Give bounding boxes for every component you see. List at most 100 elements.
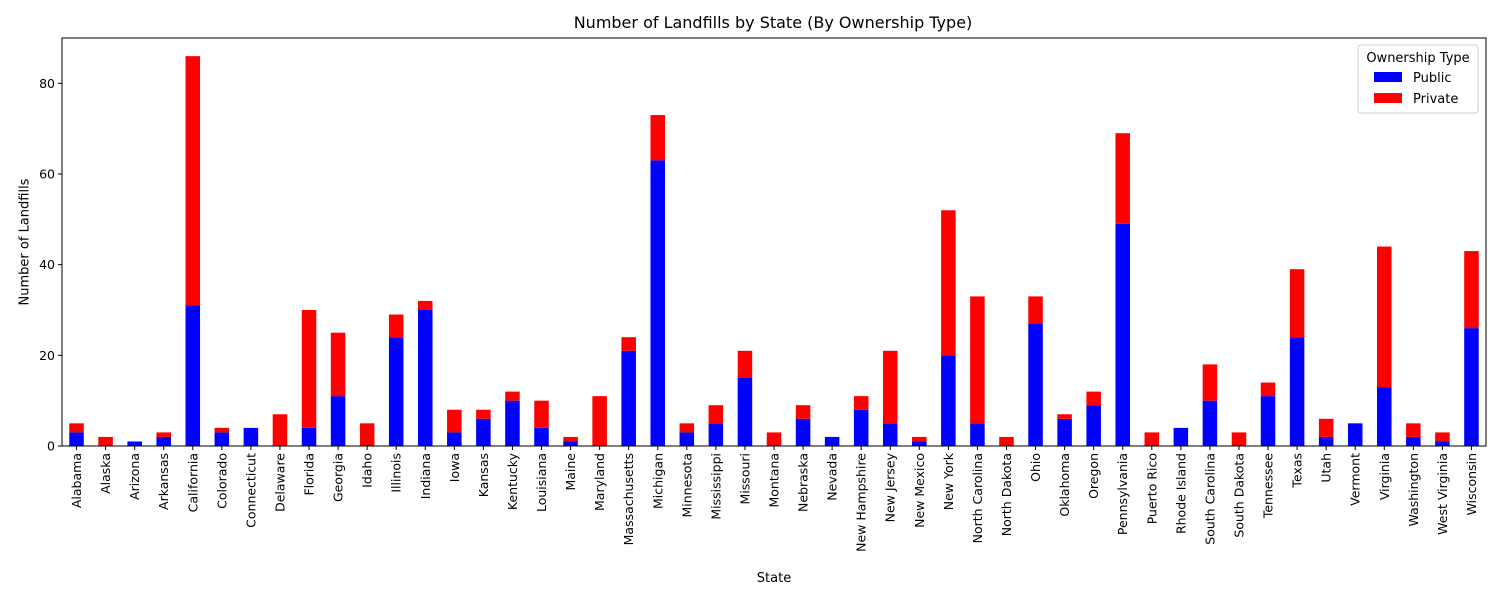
bar-private-texas (1289, 269, 1305, 338)
x-tick-label: Alaska (98, 453, 113, 494)
x-tick-label: Oregon (1086, 453, 1101, 499)
bar-public-new-york (941, 355, 956, 446)
x-tick-label: California (185, 453, 200, 512)
x-tick-label: Connecticut (243, 453, 258, 528)
bar-public-massachusetts (621, 350, 636, 446)
bars-group (69, 56, 1479, 446)
y-tick-label: 40 (39, 257, 55, 272)
bar-private-kentucky (505, 391, 520, 401)
plot-frame (61, 37, 1487, 447)
bar-public-georgia (330, 396, 346, 446)
bar-public-michigan (650, 160, 666, 446)
bar-private-oklahoma (1057, 414, 1072, 419)
y-tick-label: 0 (47, 439, 55, 454)
bar-private-pennsylvania (1115, 133, 1130, 224)
bar-private-missouri (737, 350, 753, 378)
bar-public-oregon (1086, 405, 1101, 446)
bar-public-indiana (418, 310, 433, 446)
chart-title: Number of Landfills by State (By Ownersh… (574, 13, 973, 32)
bar-public-kansas (476, 418, 491, 446)
bar-public-new-jersey (882, 423, 898, 446)
bar-public-oklahoma (1057, 418, 1072, 446)
x-tick-label: Massachusetts (621, 453, 636, 545)
bar-private-florida (301, 310, 317, 428)
bar-public-rhode-island (1173, 427, 1189, 446)
bar-public-north-carolina (970, 423, 985, 446)
x-tick-label: Kansas (476, 453, 491, 497)
x-tick-label: Colorado (214, 453, 229, 509)
bar-public-nebraska (795, 418, 811, 446)
bar-public-south-carolina (1202, 400, 1218, 446)
bar-private-new-jersey (882, 350, 898, 424)
x-tick-label: Iowa (447, 453, 462, 482)
bar-private-south-carolina (1202, 364, 1218, 401)
bar-private-illinois (388, 314, 404, 338)
bar-public-colorado (214, 432, 230, 446)
bar-private-washington (1406, 423, 1421, 437)
bar-private-oregon (1086, 391, 1101, 406)
bar-private-michigan (650, 115, 666, 161)
legend-label-public: Public (1413, 71, 1451, 86)
x-tick-label: Arizona (127, 453, 142, 500)
x-tick-label: South Carolina (1202, 453, 1217, 545)
bar-private-ohio (1028, 296, 1043, 324)
bar-private-new-hampshire (853, 396, 869, 410)
x-tick-label: West Virginia (1435, 453, 1450, 535)
x-tick-label: Michigan (650, 453, 665, 509)
bar-private-montana (766, 432, 782, 446)
y-tick-label: 80 (39, 76, 55, 91)
x-tick-label: Kentucky (505, 452, 520, 510)
bar-public-new-mexico (912, 441, 927, 446)
x-tick-label: Texas (1290, 453, 1305, 489)
y-axis-label: Number of Landfills (18, 178, 33, 305)
x-tick-label: South Dakota (1231, 453, 1246, 538)
bar-private-new-mexico (912, 436, 927, 442)
bar-private-iowa (447, 409, 462, 433)
bar-public-tennessee (1260, 396, 1276, 446)
x-tick-label: Alabama (69, 453, 84, 508)
bar-public-maine (563, 441, 578, 446)
x-tick-label: Mississippi (708, 453, 723, 520)
bar-public-missouri (737, 378, 753, 446)
bar-public-alabama (69, 432, 84, 446)
x-tick-label: North Carolina (970, 453, 985, 543)
x-tick-label: North Dakota (999, 453, 1014, 536)
x-tick-label: Maryland (592, 453, 607, 511)
x-tick-label: New Jersey (883, 452, 898, 522)
x-tick-label: Ohio (1028, 453, 1043, 482)
bar-private-maryland (592, 396, 607, 446)
bar-private-massachusetts (621, 337, 636, 351)
bar-public-pennsylvania (1115, 223, 1130, 446)
bar-private-california (185, 56, 201, 306)
x-tick-label: Pennsylvania (1115, 453, 1130, 535)
bar-private-utah (1318, 418, 1334, 437)
bar-public-vermont (1347, 423, 1363, 446)
x-tick-label: Florida (302, 453, 317, 496)
bar-private-mississippi (708, 405, 724, 424)
x-tick-label: Georgia (331, 453, 346, 502)
bar-private-louisiana (534, 400, 549, 428)
x-tick-label: Washington (1406, 453, 1421, 526)
y-tick-label: 20 (39, 348, 55, 363)
y-ticks: 0 20 40 60 80 (39, 76, 62, 454)
bar-private-north-dakota (999, 436, 1014, 446)
x-tick-label: Utah (1319, 453, 1334, 483)
x-tick-label: Minnesota (679, 453, 694, 518)
x-axis-label: State (757, 571, 791, 586)
x-tick-label: Louisiana (534, 453, 549, 512)
bar-private-minnesota (679, 423, 695, 433)
bar-public-california (185, 305, 201, 446)
bar-private-new-york (941, 210, 956, 356)
x-tick-label: New Hampshire (854, 453, 869, 552)
bar-public-west-virginia (1435, 441, 1450, 446)
bar-private-wisconsin (1464, 251, 1479, 329)
bar-public-mississippi (708, 423, 724, 446)
bar-private-alaska (98, 436, 113, 446)
x-tick-label: Idaho (360, 453, 375, 488)
bar-private-virginia (1377, 246, 1392, 388)
bar-public-texas (1289, 337, 1305, 446)
bar-private-indiana (418, 300, 433, 310)
x-tick-label: Missouri (737, 453, 752, 504)
x-tick-label: New York (941, 452, 956, 510)
bar-private-idaho (359, 423, 375, 446)
